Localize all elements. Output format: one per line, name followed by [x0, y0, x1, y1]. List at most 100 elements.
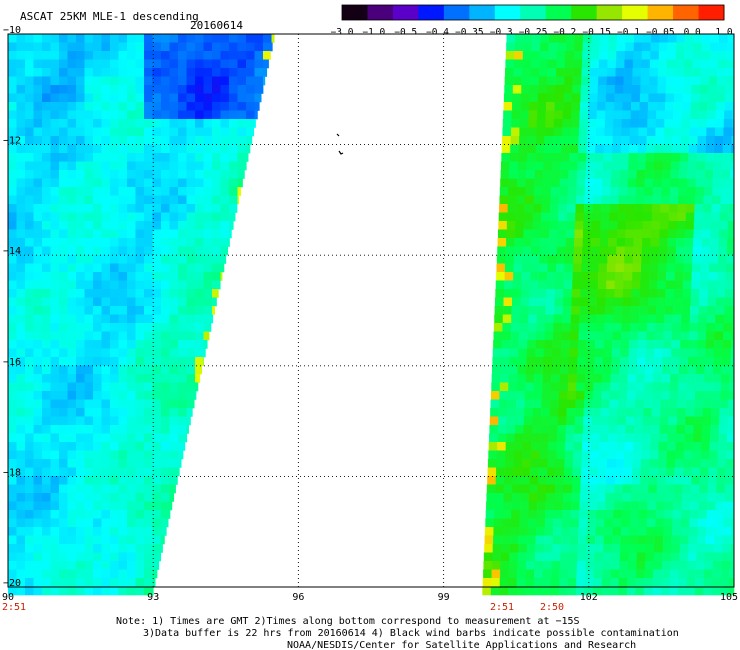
wind-cell	[544, 136, 554, 145]
wind-cell	[195, 85, 204, 94]
wind-cell	[635, 204, 644, 213]
wind-cell	[517, 374, 526, 383]
wind-cell	[625, 416, 635, 426]
wind-cell	[687, 365, 697, 375]
wind-cell	[537, 484, 547, 494]
wind-cell	[76, 450, 85, 460]
wind-cell	[110, 212, 119, 222]
wind-cell	[492, 552, 502, 562]
wind-cell	[67, 263, 77, 273]
wind-cell	[110, 365, 119, 375]
wind-cell	[651, 212, 661, 222]
wind-cell	[665, 93, 675, 103]
wind-cell	[8, 161, 17, 171]
wind-cell	[682, 484, 692, 494]
wind-cell	[152, 93, 162, 103]
wind-cell	[701, 442, 710, 451]
wind-cell	[621, 518, 631, 528]
wind-cell	[490, 391, 500, 400]
wind-cell	[558, 195, 568, 205]
wind-cell	[135, 569, 145, 579]
wind-cell	[635, 195, 645, 205]
wind-cell	[612, 127, 622, 137]
wind-cell	[566, 408, 576, 417]
wind-cell	[84, 527, 94, 536]
wind-cell	[722, 348, 732, 358]
wind-cell	[67, 450, 77, 460]
wind-cell	[50, 110, 60, 120]
wind-cell	[627, 569, 637, 579]
wind-cell	[161, 340, 170, 349]
wind-cell	[169, 144, 179, 154]
wind-cell	[550, 187, 560, 196]
wind-cell	[135, 280, 145, 290]
wind-cell	[220, 238, 230, 247]
wind-cell	[626, 195, 636, 205]
wind-cell	[50, 323, 60, 332]
wind-cell	[556, 51, 566, 60]
wind-cell	[718, 51, 728, 60]
wind-cell	[633, 433, 643, 443]
wind-cell	[716, 93, 726, 103]
wind-cell	[525, 561, 535, 570]
wind-cell	[161, 391, 170, 400]
wind-cell	[25, 340, 34, 349]
wind-cell	[565, 425, 575, 434]
wind-cell	[169, 263, 179, 273]
wind-cell	[483, 569, 492, 579]
wind-cell	[161, 289, 170, 298]
wind-cell	[33, 374, 43, 383]
wind-cell	[670, 357, 680, 366]
wind-cell	[666, 263, 676, 273]
wind-cell	[76, 569, 85, 579]
wind-cell	[596, 119, 606, 128]
wind-cell	[186, 59, 196, 69]
wind-cell	[42, 178, 51, 188]
wind-cell	[135, 263, 145, 273]
wind-cell	[601, 586, 611, 596]
wind-cell	[693, 34, 703, 43]
wind-cell	[635, 586, 645, 596]
wind-cell	[220, 110, 230, 120]
wind-cell	[101, 450, 111, 460]
wind-cell	[717, 59, 727, 69]
wind-cell	[719, 221, 729, 230]
wind-cell	[708, 476, 717, 485]
wind-cell	[608, 42, 617, 52]
wind-cell	[594, 348, 604, 358]
wind-cell	[666, 467, 675, 477]
wind-cell	[680, 144, 689, 154]
wind-cell	[589, 263, 599, 273]
wind-cell	[67, 391, 77, 400]
wind-cell	[110, 93, 119, 103]
wind-cell	[504, 85, 514, 94]
wind-cell	[25, 382, 34, 392]
wind-cell	[118, 34, 128, 43]
wind-cell	[178, 93, 187, 103]
wind-cell	[595, 340, 604, 349]
wind-cell	[570, 518, 580, 528]
wind-cell	[642, 238, 651, 247]
wind-cell	[237, 195, 240, 205]
wind-cell	[16, 272, 26, 281]
wind-cell	[16, 535, 26, 545]
wind-cell	[562, 493, 572, 502]
wind-cell	[732, 510, 735, 519]
wind-cell	[42, 544, 51, 553]
wind-cell	[25, 544, 34, 553]
wind-cell	[110, 459, 119, 468]
wind-cell	[647, 314, 657, 324]
wind-cell	[580, 289, 590, 298]
wind-cell	[59, 195, 68, 205]
wind-cell	[84, 561, 94, 570]
wind-cell	[672, 331, 681, 341]
wind-cell	[578, 518, 588, 528]
wind-cell	[692, 59, 702, 69]
wind-cell	[33, 119, 43, 128]
wind-cell	[93, 586, 102, 596]
wind-cell	[519, 119, 529, 128]
wind-cell	[490, 399, 500, 409]
wind-cell	[600, 408, 610, 417]
wind-cell	[84, 493, 94, 502]
wind-cell	[127, 365, 136, 375]
